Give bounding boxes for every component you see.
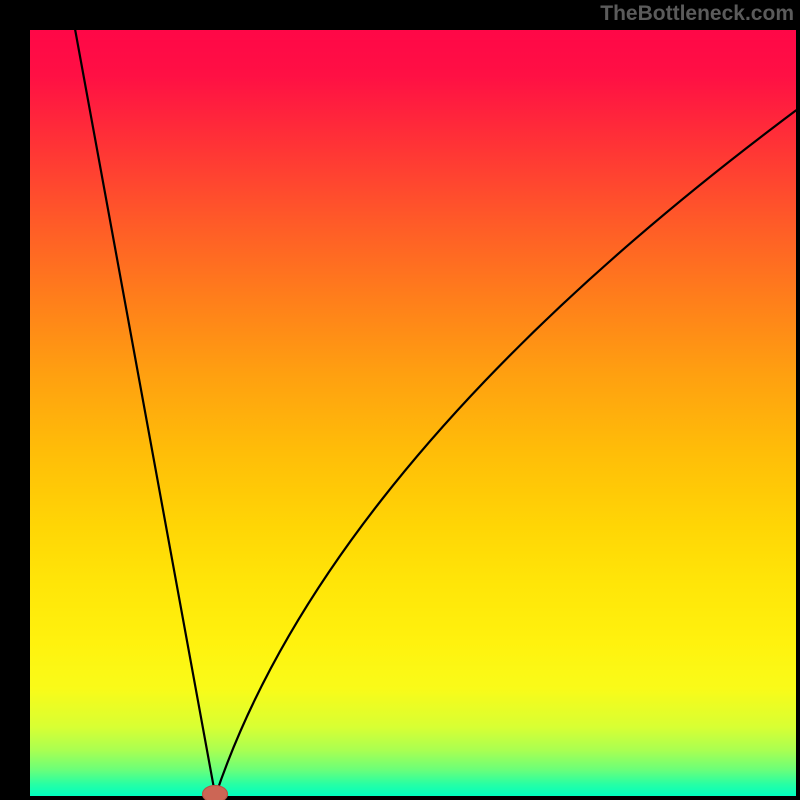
watermark-text: TheBottleneck.com [600, 2, 794, 26]
minimum-marker [202, 785, 228, 800]
bottleneck-curve [30, 30, 796, 796]
chart-container: TheBottleneck.com [0, 0, 800, 800]
